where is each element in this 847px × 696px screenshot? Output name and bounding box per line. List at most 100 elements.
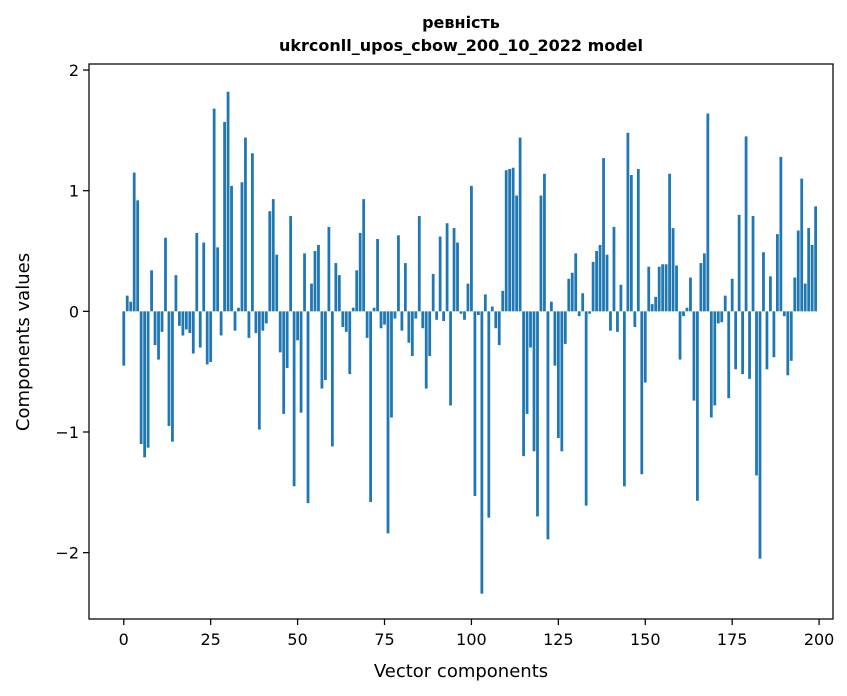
bar — [188, 311, 192, 334]
bar — [800, 178, 804, 312]
bar — [751, 216, 755, 312]
y-tick-label: 0 — [69, 302, 79, 321]
bar — [351, 307, 355, 312]
bar — [264, 311, 268, 324]
bar — [529, 311, 532, 348]
bar — [358, 232, 362, 312]
bar — [682, 311, 685, 317]
bar — [164, 237, 167, 312]
bar — [570, 272, 574, 312]
y-axis: −2 −1 0 1 2 — [55, 61, 89, 563]
bar — [689, 277, 692, 312]
bar — [525, 311, 529, 414]
bar — [636, 168, 640, 312]
bar — [765, 311, 769, 370]
bar — [473, 311, 477, 496]
bar — [428, 311, 432, 356]
y-tick-label: 2 — [69, 61, 79, 80]
bar — [522, 311, 525, 457]
bar — [814, 206, 818, 312]
bar — [181, 311, 185, 336]
bar — [244, 137, 247, 312]
bar — [251, 153, 254, 312]
bar — [247, 311, 251, 338]
bar — [675, 265, 678, 312]
bar — [612, 226, 616, 312]
bar — [487, 311, 491, 518]
bar — [501, 290, 505, 312]
bar — [640, 311, 644, 475]
bar — [556, 311, 560, 439]
x-tick-label: 0 — [119, 630, 129, 649]
bar — [397, 235, 400, 312]
bar — [720, 311, 724, 323]
bar — [709, 311, 713, 418]
bar — [369, 311, 372, 502]
bar — [445, 223, 449, 312]
bar — [129, 301, 133, 312]
bar — [205, 311, 209, 365]
bar — [223, 121, 226, 312]
bar — [696, 311, 699, 501]
bar — [706, 113, 710, 312]
bar — [449, 311, 452, 406]
bar — [650, 304, 654, 312]
bar — [629, 175, 633, 312]
bar — [376, 238, 379, 312]
bar — [330, 311, 334, 447]
bar — [476, 311, 480, 315]
bar — [160, 311, 164, 332]
bar — [417, 216, 421, 312]
bar — [511, 167, 515, 312]
bar — [324, 311, 327, 381]
bar — [209, 311, 213, 363]
bar — [174, 275, 178, 312]
bar — [157, 311, 160, 360]
plot-frame — [88, 63, 834, 620]
bar — [219, 311, 223, 336]
bar — [122, 311, 126, 366]
bar — [758, 311, 762, 559]
bar — [560, 311, 564, 452]
bar — [563, 311, 567, 344]
bar — [438, 236, 442, 312]
y-tick-label: −2 — [55, 544, 79, 563]
bar — [584, 311, 588, 506]
bar — [178, 311, 181, 326]
bar — [337, 275, 341, 312]
bar — [626, 132, 630, 312]
bar — [591, 261, 595, 312]
bar — [195, 232, 199, 312]
bar — [616, 311, 619, 332]
bar — [748, 311, 751, 379]
bar — [699, 263, 703, 312]
bar — [348, 311, 352, 375]
bar — [435, 311, 439, 320]
bar — [261, 311, 265, 331]
x-tick-label: 125 — [543, 630, 574, 649]
bar — [490, 306, 494, 312]
x-tick-label: 75 — [374, 630, 394, 649]
bar — [184, 311, 188, 330]
bar — [254, 311, 258, 334]
x-axis: 0 25 50 75 100 125 150 175 200 — [119, 619, 834, 649]
bar — [459, 311, 463, 314]
bar — [786, 311, 790, 376]
bar — [772, 311, 776, 358]
x-axis-label: Vector components — [374, 661, 548, 682]
bar — [678, 311, 682, 360]
bar — [807, 228, 811, 312]
bar — [303, 253, 306, 312]
bar — [539, 195, 543, 312]
bar — [153, 311, 157, 346]
bar — [386, 311, 390, 534]
y-axis-label: Components values — [13, 253, 34, 431]
bar — [647, 266, 651, 312]
bar — [483, 294, 487, 312]
bar — [536, 311, 539, 517]
bar — [623, 311, 626, 487]
bar — [609, 311, 612, 331]
bar — [605, 254, 609, 312]
y-tick-label: −1 — [55, 423, 79, 442]
